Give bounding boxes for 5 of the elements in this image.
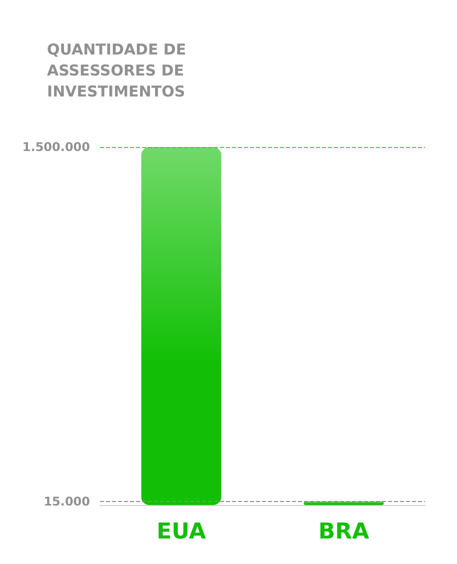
y-tick-label: 1.500.000: [22, 140, 90, 154]
x-tick-label: BRA: [318, 520, 370, 544]
chart-title: QUANTIDADE DE ASSESSORES DE INVESTIMENTOS: [47, 40, 192, 100]
y-tick-label: 15.000: [44, 494, 90, 508]
x-tick-label: EUA: [156, 520, 206, 544]
